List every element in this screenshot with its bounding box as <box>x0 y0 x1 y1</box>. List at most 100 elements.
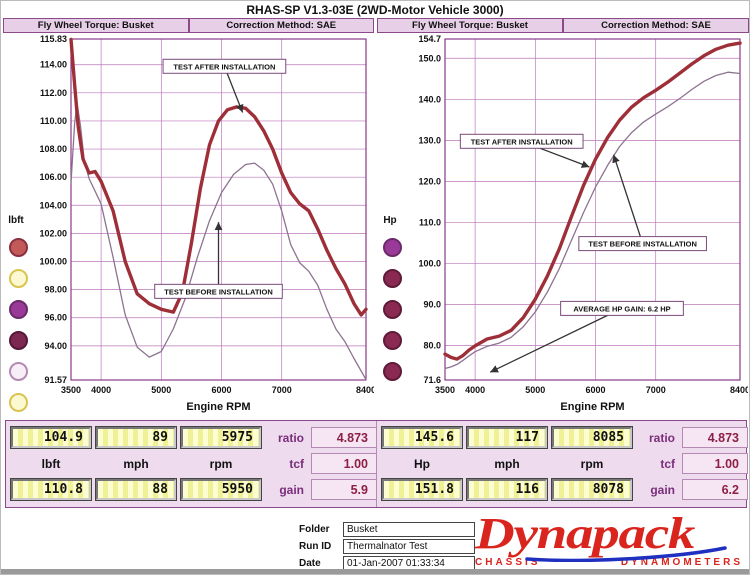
annotation-box <box>154 283 283 299</box>
hp-unit: Hp <box>414 456 430 471</box>
date-label: Date <box>299 558 321 569</box>
y-tick-label: 96.00 <box>44 313 67 323</box>
channel-dot[interactable] <box>382 331 402 350</box>
torque-unit-label: lbft <box>8 215 24 226</box>
x-tick-label: 4000 <box>465 385 485 395</box>
rpm-unit: rpm <box>209 456 233 471</box>
dynapack-logo: Dynapack CHASSIS DYNAMOMETERS <box>475 512 743 571</box>
hp-unit-label: Hp <box>383 215 397 226</box>
torque-unit: lbft <box>41 456 61 471</box>
y-tick-label: 106.00 <box>39 172 67 182</box>
correction-method-header: Correction Method: SAE <box>188 18 374 33</box>
channel-dot[interactable] <box>382 238 402 257</box>
speed-unit: mph <box>123 456 149 471</box>
x-tick-label: 7000 <box>646 385 666 395</box>
y-tick-label: 71.6 <box>423 375 441 385</box>
folder-field-row: Folder Busket <box>299 522 475 537</box>
readout-panel: 104.9 89 5975 ratio 4.873 lbft mph rpm t… <box>5 420 748 508</box>
runid-label: Run ID <box>299 541 332 552</box>
series-test-after-installation <box>69 37 368 317</box>
lcd-speed-run1: 89 <box>95 426 177 449</box>
torque-source-header: Fly Wheel Torque: Busket <box>3 18 189 33</box>
lcd-speed-run1: 117 <box>466 426 548 449</box>
annotation-box <box>162 58 287 74</box>
hp-chart: 154.7 150.0 140.0 130.0 120.0 110.0 100.0 90.0 8… <box>418 34 748 413</box>
gain-value: 5.9 <box>311 479 377 500</box>
annotation-label: TEST AFTER INSTALLATION <box>173 62 275 71</box>
y-tick-label: 114.00 <box>40 60 67 70</box>
x-tick-label: 3500 <box>61 385 81 395</box>
y-tick-label: 140.0 <box>418 94 441 104</box>
ratio-label: ratio <box>277 430 304 445</box>
runid-input[interactable]: Thermalnator Test <box>343 539 475 554</box>
y-tick-label: 154.7 <box>418 34 441 44</box>
x-tick-label: 5000 <box>151 385 171 395</box>
y-tick-label: 104.00 <box>39 200 67 210</box>
y-tick-label: 130.0 <box>418 135 441 145</box>
annotation-label: TEST AFTER INSTALLATION <box>471 137 573 146</box>
lcd-hp-run1: 145.6 <box>381 426 463 449</box>
plot-border <box>70 38 367 381</box>
folder-label: Folder <box>299 524 330 535</box>
tcf-value: 1.00 <box>311 453 377 474</box>
channel-dot[interactable] <box>8 362 28 381</box>
lcd-rpm-run2: 5950 <box>180 478 262 501</box>
ratio-value: 4.873 <box>311 427 377 448</box>
rpm-unit: rpm <box>580 456 604 471</box>
tcf-label: tcf <box>289 456 304 471</box>
y-tick-label: 91.57 <box>44 375 67 385</box>
lcd-hp-run2: 151.8 <box>381 478 463 501</box>
torque-readout-group: 104.9 89 5975 ratio 4.873 lbft mph rpm t… <box>6 421 377 507</box>
annotation-label: TEST BEFORE INSTALLATION <box>588 240 696 249</box>
speed-unit: mph <box>494 456 520 471</box>
channel-dot[interactable] <box>8 300 28 319</box>
dynamometers-text: DYNAMOMETERS <box>620 557 743 568</box>
hp-chart-body: Hp 154.7 150.0 140.0 130.0 120.0 110.0 100.0 90… <box>377 33 749 418</box>
tcf-value: 1.00 <box>682 453 748 474</box>
y-tick-label: 120.0 <box>418 176 441 186</box>
hp-readout-group: 145.6 117 8085 ratio 4.873 Hp mph rpm tc… <box>376 421 748 507</box>
y-tick-label: 108.00 <box>39 144 67 154</box>
x-tick-label: 8400 <box>356 385 374 395</box>
hp-chart-panel: Fly Wheel Torque: Busket Correction Meth… <box>377 18 749 418</box>
y-tick-label: 110.00 <box>40 116 67 126</box>
plot-border <box>444 38 741 381</box>
hp-channel-dots <box>381 238 403 381</box>
channel-dot[interactable] <box>8 238 28 257</box>
lcd-torque-run2: 110.8 <box>10 478 92 501</box>
channel-dot[interactable] <box>8 331 28 350</box>
lcd-rpm-run2: 8078 <box>551 478 633 501</box>
channel-dot[interactable] <box>382 362 402 381</box>
channel-dot[interactable] <box>382 300 402 319</box>
channel-dot[interactable] <box>8 393 28 412</box>
folder-input[interactable]: Busket <box>343 522 475 537</box>
y-tick-label: 94.00 <box>44 341 67 351</box>
ratio-value: 4.873 <box>682 427 748 448</box>
torque-chart-panel: Fly Wheel Torque: Busket Correction Meth… <box>3 18 374 418</box>
y-tick-label: 100.00 <box>39 257 67 267</box>
chassis-text: CHASSIS <box>475 557 541 568</box>
torque-source-header: Fly Wheel Torque: Busket <box>377 18 563 33</box>
series-test-after-installation <box>443 41 742 361</box>
lcd-rpm-run1: 8085 <box>551 426 633 449</box>
x-tick-label: 7000 <box>272 385 292 395</box>
logo-tagline: CHASSIS DYNAMOMETERS <box>475 557 743 568</box>
channel-dot[interactable] <box>382 269 402 288</box>
x-tick-label: 5000 <box>525 385 545 395</box>
correction-method-header: Correction Method: SAE <box>563 18 749 33</box>
x-axis-title: Engine RPM <box>186 401 250 413</box>
bottom-edge-strip <box>1 569 749 574</box>
lcd-torque-run1: 104.9 <box>10 426 92 449</box>
x-tick-label: 8400 <box>730 385 748 395</box>
gain-value: 6.2 <box>682 479 748 500</box>
torque-chart: 115.83 114.00 112.00 110.00 108.00 106.00 104.… <box>39 34 374 413</box>
x-axis-title: Engine RPM <box>560 401 624 413</box>
x-tick-label: 3500 <box>435 385 455 395</box>
series-test-before-installation <box>70 102 367 381</box>
lcd-speed-run2: 88 <box>95 478 177 501</box>
lcd-rpm-run1: 5975 <box>180 426 262 449</box>
annotation-box <box>578 236 707 252</box>
tcf-label: tcf <box>660 456 675 471</box>
channel-dot[interactable] <box>8 269 28 288</box>
